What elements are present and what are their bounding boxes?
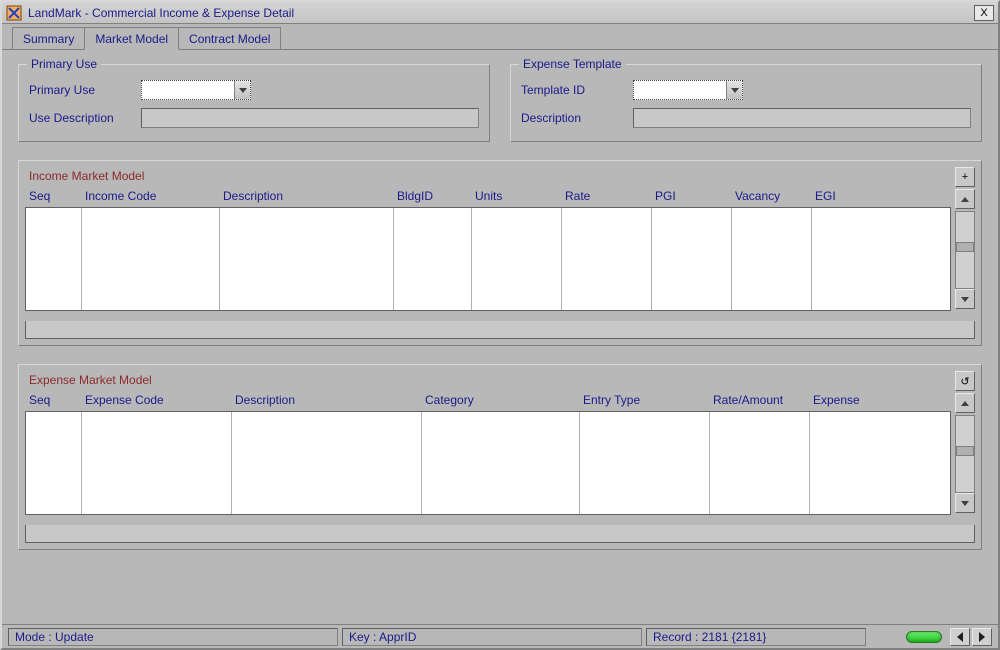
grid-cell[interactable] (710, 412, 810, 514)
column-header: Description (219, 189, 393, 203)
income-grid-section: Income Market Model SeqIncome CodeDescri… (18, 160, 982, 346)
template-description-field (633, 108, 971, 128)
status-led-icon (906, 631, 942, 643)
income-scrollbar[interactable] (955, 211, 975, 289)
use-description-field (141, 108, 479, 128)
scroll-up-button[interactable] (955, 189, 975, 209)
grid-cell[interactable] (562, 208, 652, 310)
chevron-down-icon (726, 81, 742, 99)
tab-market-model[interactable]: Market Model (84, 27, 179, 50)
template-id-label: Template ID (521, 83, 633, 97)
expense-grid-footer (25, 525, 975, 543)
income-column-headers: SeqIncome CodeDescriptionBldgIDUnitsRate… (25, 187, 951, 207)
column-header: Vacancy (731, 189, 811, 203)
expense-grid-title: Expense Market Model (25, 371, 951, 391)
status-record: Record : 2181 {2181} (646, 628, 866, 646)
close-button[interactable]: X (974, 5, 994, 21)
expense-refresh-button[interactable]: ↺ (955, 371, 975, 391)
income-grid-body[interactable] (25, 207, 951, 311)
grid-cell[interactable] (472, 208, 562, 310)
column-header: Seq (25, 393, 81, 407)
primary-use-fieldset: Primary Use Primary Use Use Description (18, 64, 490, 142)
close-icon: X (980, 7, 987, 19)
scroll-down-button[interactable] (955, 289, 975, 309)
status-mode: Mode : Update (8, 628, 338, 646)
window-title: LandMark - Commercial Income & Expense D… (28, 6, 974, 20)
column-header: PGI (651, 189, 731, 203)
grid-cell[interactable] (82, 208, 220, 310)
column-header: Description (231, 393, 421, 407)
grid-cell[interactable] (422, 412, 580, 514)
column-header: Rate/Amount (709, 393, 809, 407)
chevron-up-icon (961, 197, 969, 202)
income-grid-title: Income Market Model (25, 167, 951, 187)
grid-cell[interactable] (82, 412, 232, 514)
use-description-label: Use Description (29, 111, 141, 125)
column-header: Seq (25, 189, 81, 203)
titlebar: LandMark - Commercial Income & Expense D… (2, 2, 998, 24)
expense-grid-section: Expense Market Model SeqExpense CodeDesc… (18, 364, 982, 550)
tab-strip: Summary Market Model Contract Model (2, 26, 998, 50)
expense-scrollbar[interactable] (955, 415, 975, 493)
grid-cell[interactable] (580, 412, 710, 514)
expense-grid-body[interactable] (25, 411, 951, 515)
grid-cell[interactable] (26, 208, 82, 310)
expense-template-fieldset: Expense Template Template ID Description (510, 64, 982, 142)
grid-cell[interactable] (220, 208, 394, 310)
chevron-down-icon (961, 297, 969, 302)
arrow-left-icon (957, 632, 963, 642)
chevron-down-icon (961, 501, 969, 506)
arrow-right-icon (979, 632, 985, 642)
grid-cell[interactable] (394, 208, 472, 310)
app-window: LandMark - Commercial Income & Expense D… (0, 0, 1000, 650)
column-header: Expense Code (81, 393, 231, 407)
chevron-up-icon (961, 401, 969, 406)
primary-use-label: Primary Use (29, 83, 141, 97)
column-header: Income Code (81, 189, 219, 203)
grid-cell[interactable] (652, 208, 732, 310)
scroll-down-button[interactable] (955, 493, 975, 513)
chevron-down-icon (234, 81, 250, 99)
column-header: Entry Type (579, 393, 709, 407)
grid-cell[interactable] (26, 412, 82, 514)
app-icon (6, 5, 22, 21)
nav-next-button[interactable] (972, 628, 992, 646)
primary-use-legend: Primary Use (27, 57, 101, 71)
column-header: Category (421, 393, 579, 407)
grid-cell[interactable] (812, 208, 890, 310)
status-key: Key : ApprID (342, 628, 642, 646)
template-id-combo[interactable] (633, 80, 743, 100)
expense-template-legend: Expense Template (519, 57, 626, 71)
column-header: Expense (809, 393, 889, 407)
grid-cell[interactable] (232, 412, 422, 514)
primary-use-combo[interactable] (141, 80, 251, 100)
grid-cell[interactable] (732, 208, 812, 310)
tab-summary[interactable]: Summary (12, 27, 85, 49)
tab-contract-model[interactable]: Contract Model (178, 27, 281, 49)
template-description-label: Description (521, 111, 633, 125)
column-header: Rate (561, 189, 651, 203)
statusbar: Mode : Update Key : ApprID Record : 2181… (2, 624, 998, 648)
expense-column-headers: SeqExpense CodeDescriptionCategoryEntry … (25, 391, 951, 411)
tab-content: Primary Use Primary Use Use Description … (2, 50, 998, 624)
grid-cell[interactable] (810, 412, 890, 514)
scroll-up-button[interactable] (955, 393, 975, 413)
column-header: Units (471, 189, 561, 203)
income-add-button[interactable]: + (955, 167, 975, 187)
income-grid-footer (25, 321, 975, 339)
nav-prev-button[interactable] (950, 628, 970, 646)
column-header: BldgID (393, 189, 471, 203)
column-header: EGI (811, 189, 889, 203)
